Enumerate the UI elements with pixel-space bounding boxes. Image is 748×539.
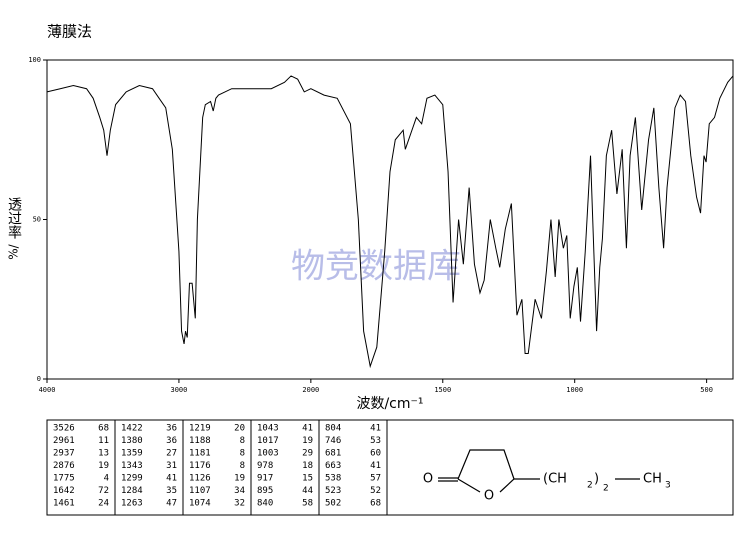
y-tick-label: 0 xyxy=(37,375,41,383)
peak-wavenumber: 1017 xyxy=(257,436,279,446)
peak-transmittance: 31 xyxy=(166,461,177,471)
peak-wavenumber: 1642 xyxy=(53,486,75,496)
peak-transmittance: 47 xyxy=(166,499,177,509)
peak-transmittance: 57 xyxy=(370,474,381,484)
peak-transmittance: 27 xyxy=(166,449,177,459)
peak-wavenumber: 1188 xyxy=(189,436,211,446)
peak-wavenumber: 917 xyxy=(257,474,273,484)
peak-wavenumber: 1263 xyxy=(121,499,143,509)
chain-text: ) xyxy=(594,472,599,487)
ring-bond xyxy=(457,478,481,493)
peak-wavenumber: 1299 xyxy=(121,474,143,484)
peak-transmittance: 58 xyxy=(302,499,313,509)
peak-wavenumber: 804 xyxy=(325,424,341,434)
subscript: 2 xyxy=(587,481,593,491)
peak-wavenumber: 1461 xyxy=(53,499,75,509)
peak-transmittance: 20 xyxy=(234,424,245,434)
peak-transmittance: 4 xyxy=(104,474,109,484)
peak-transmittance: 8 xyxy=(240,449,245,459)
peak-wavenumber: 502 xyxy=(325,499,341,509)
atom: O xyxy=(423,472,433,487)
peak-transmittance: 41 xyxy=(166,474,177,484)
x-tick-label: 4000 xyxy=(39,386,56,394)
peak-wavenumber: 1359 xyxy=(121,449,143,459)
peak-transmittance: 41 xyxy=(370,461,381,471)
peak-transmittance: 60 xyxy=(370,449,381,459)
peak-wavenumber: 746 xyxy=(325,436,341,446)
chain-text: (CH xyxy=(543,472,567,487)
peak-transmittance: 44 xyxy=(302,486,313,496)
peak-wavenumber: 1380 xyxy=(121,436,143,446)
y-tick-label: 50 xyxy=(33,216,41,224)
peak-transmittance: 32 xyxy=(234,499,245,509)
y-axis-label: 透过率 xyxy=(6,197,22,239)
peak-transmittance: 19 xyxy=(234,474,245,484)
peak-transmittance: 24 xyxy=(98,499,109,509)
peak-wavenumber: 1343 xyxy=(121,461,143,471)
peak-wavenumber: 2876 xyxy=(53,461,75,471)
x-tick-label: 1000 xyxy=(566,386,583,394)
y-tick-label: 100 xyxy=(28,56,41,64)
peak-transmittance: 19 xyxy=(98,461,109,471)
spectrum-line xyxy=(46,75,734,369)
peak-transmittance: 36 xyxy=(166,436,177,446)
peak-wavenumber: 1107 xyxy=(189,486,211,496)
peak-transmittance: 15 xyxy=(302,474,313,484)
peak-transmittance: 53 xyxy=(370,436,381,446)
peak-wavenumber: 3526 xyxy=(53,424,75,434)
x-axis-label: 波数/cm⁻¹ xyxy=(356,396,423,412)
x-tick-label: 500 xyxy=(700,386,713,394)
peak-wavenumber: 1219 xyxy=(189,424,211,434)
chain-text: CH xyxy=(643,472,662,487)
peak-transmittance: 11 xyxy=(98,436,109,446)
peak-transmittance: 72 xyxy=(98,486,109,496)
subscript: 2 xyxy=(603,484,609,494)
plot-frame xyxy=(46,59,734,380)
atom: O xyxy=(484,489,494,504)
peak-transmittance: 68 xyxy=(370,499,381,509)
peak-transmittance: 19 xyxy=(302,436,313,446)
peak-wavenumber: 1003 xyxy=(257,449,279,459)
peak-transmittance: 29 xyxy=(302,449,313,459)
y-axis-unit: %/ xyxy=(7,243,21,259)
peak-transmittance: 8 xyxy=(240,461,245,471)
peak-wavenumber: 538 xyxy=(325,474,341,484)
watermark: 物竞数据库 xyxy=(291,247,461,287)
x-tick-label: 2000 xyxy=(302,386,319,394)
peak-transmittance: 41 xyxy=(302,424,313,434)
peak-wavenumber: 1126 xyxy=(189,474,211,484)
peak-transmittance: 52 xyxy=(370,486,381,496)
peak-wavenumber: 840 xyxy=(257,499,273,509)
ring-bond xyxy=(457,449,515,493)
structure xyxy=(438,449,640,493)
peak-wavenumber: 663 xyxy=(325,461,341,471)
peak-wavenumber: 1775 xyxy=(53,474,75,484)
chart-title: 薄膜法 xyxy=(47,23,92,41)
peak-wavenumber: 2937 xyxy=(53,449,75,459)
peak-wavenumber: 523 xyxy=(325,486,341,496)
peak-wavenumber: 1284 xyxy=(121,486,143,496)
x-tick-label: 3000 xyxy=(170,386,187,394)
peak-table-frame xyxy=(46,419,734,516)
peak-transmittance: 68 xyxy=(98,424,109,434)
peak-wavenumber: 1422 xyxy=(121,424,143,434)
peak-wavenumber: 1181 xyxy=(189,449,211,459)
peak-wavenumber: 895 xyxy=(257,486,273,496)
peak-wavenumber: 978 xyxy=(257,461,273,471)
peak-transmittance: 36 xyxy=(166,424,177,434)
peak-transmittance: 13 xyxy=(98,449,109,459)
peak-transmittance: 8 xyxy=(240,436,245,446)
peak-transmittance: 18 xyxy=(302,461,313,471)
peak-transmittance: 35 xyxy=(166,486,177,496)
peak-transmittance: 34 xyxy=(234,486,245,496)
peak-transmittance: 41 xyxy=(370,424,381,434)
x-tick-label: 1500 xyxy=(434,386,451,394)
peak-wavenumber: 1043 xyxy=(257,424,279,434)
peak-wavenumber: 681 xyxy=(325,449,341,459)
peak-wavenumber: 2961 xyxy=(53,436,75,446)
peak-wavenumber: 1074 xyxy=(189,499,211,509)
peak-wavenumber: 1176 xyxy=(189,461,211,471)
subscript: 3 xyxy=(665,481,671,491)
